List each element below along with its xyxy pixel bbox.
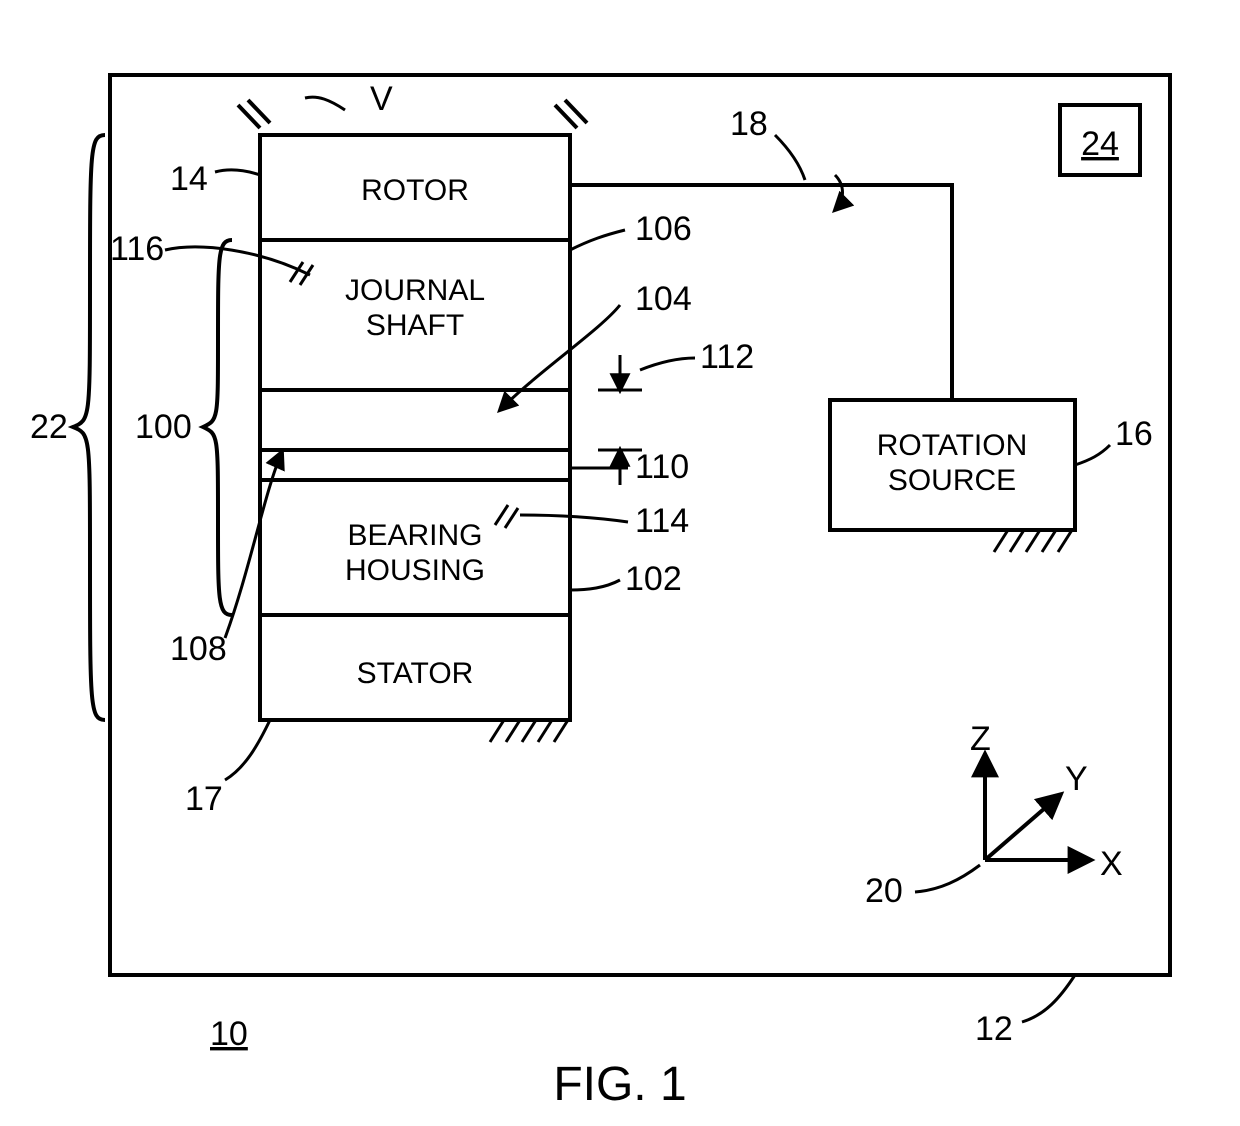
axis-y: Y xyxy=(1065,760,1088,798)
v-label: V xyxy=(370,80,393,118)
axis-x: X xyxy=(1100,845,1123,883)
rotor-label: ROTOR xyxy=(361,174,469,207)
leader-14 xyxy=(215,170,260,175)
ground-stator xyxy=(490,720,570,742)
ref-20: 20 xyxy=(865,872,903,910)
ref-10: 10 xyxy=(210,1015,248,1053)
hash-114 xyxy=(495,505,518,528)
leader-112 xyxy=(640,358,695,370)
v-marks xyxy=(238,100,587,128)
v-leader xyxy=(305,97,345,110)
ref-116: 116 xyxy=(110,230,164,268)
ref-16: 16 xyxy=(1115,415,1153,453)
rotsrc-label-1: ROTATION xyxy=(877,429,1028,462)
dotted-layer xyxy=(260,390,570,450)
ref-108: 108 xyxy=(170,630,227,668)
leader-18 xyxy=(775,135,805,180)
axis-z: Z xyxy=(970,720,991,758)
leader-102 xyxy=(570,580,620,590)
stator-label: STATOR xyxy=(357,657,474,690)
leader-114 xyxy=(520,515,628,522)
ref-106: 106 xyxy=(635,210,692,248)
brace-22 xyxy=(73,135,105,720)
stack xyxy=(260,135,570,720)
ref-22: 22 xyxy=(30,408,68,446)
ref-110: 110 xyxy=(635,448,689,486)
leader-12 xyxy=(1022,975,1075,1022)
ref-18: 18 xyxy=(730,105,768,143)
ref-100: 100 xyxy=(135,408,192,446)
ref-24: 24 xyxy=(1081,125,1119,163)
leader-16 xyxy=(1075,445,1110,465)
leader-17 xyxy=(225,720,270,780)
leader-20 xyxy=(915,865,980,892)
ref-12: 12 xyxy=(975,1010,1013,1048)
brace-100 xyxy=(203,240,232,615)
journal-label-1: JOURNAL xyxy=(345,274,485,307)
leader-108 xyxy=(225,452,282,638)
ref-114: 114 xyxy=(635,502,689,540)
leader-18-rot xyxy=(835,175,843,210)
journal-label-2: SHAFT xyxy=(366,309,464,342)
leader-106 xyxy=(570,230,625,250)
ref-17: 17 xyxy=(185,780,223,818)
leader-116 xyxy=(165,247,310,275)
figure-caption: FIG. 1 xyxy=(553,1058,686,1111)
bearing-label-1: BEARING xyxy=(347,519,482,552)
ref-102: 102 xyxy=(625,560,682,598)
leader-104 xyxy=(500,305,620,410)
ground-rotsrc xyxy=(994,530,1075,552)
hatched-layer xyxy=(260,450,570,480)
ref-112: 112 xyxy=(700,338,754,376)
ref-14: 14 xyxy=(170,160,208,198)
ref-104: 104 xyxy=(635,280,692,318)
rotsrc-label-2: SOURCE xyxy=(888,464,1016,497)
bearing-label-2: HOUSING xyxy=(345,554,485,587)
shaft-18 xyxy=(570,185,952,400)
